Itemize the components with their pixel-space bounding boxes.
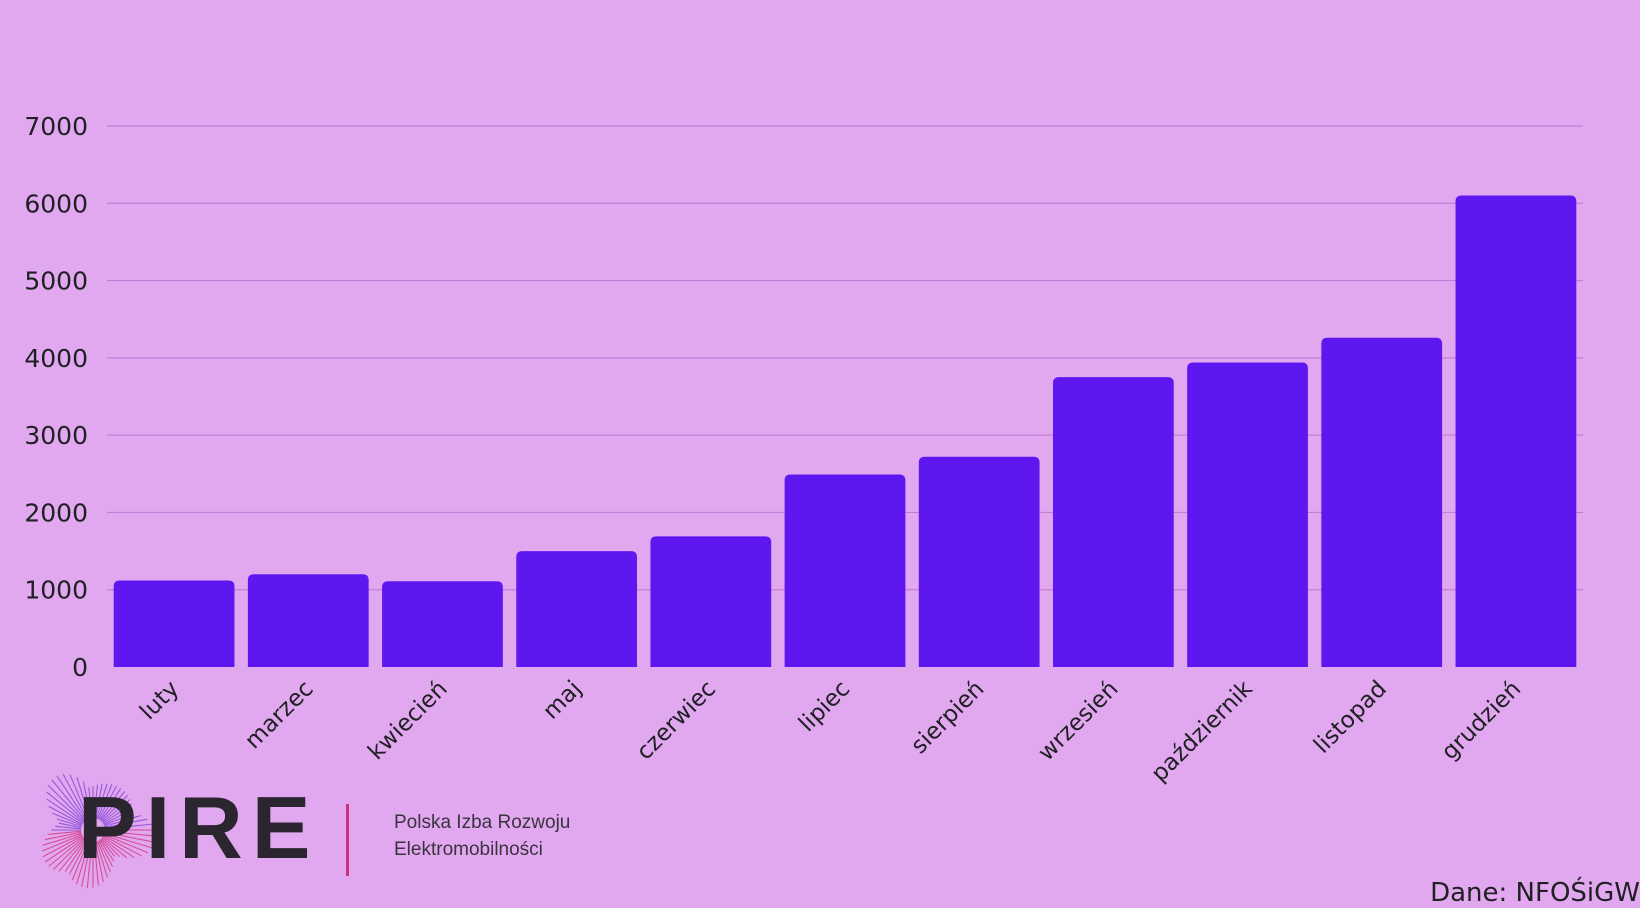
pire-logo: PIRE Polska Izba Rozwoju Elektromobilnoś…	[28, 762, 628, 892]
y-tick-label: 6000	[24, 189, 88, 218]
x-tick-label: czerwiec	[632, 676, 721, 765]
bar-marzec	[247, 574, 369, 667]
logo-divider	[346, 804, 349, 876]
y-tick-label: 7000	[24, 112, 88, 141]
y-tick-label: 1000	[24, 576, 88, 605]
x-tick-label: lipiec	[794, 676, 855, 737]
y-axis-ticks: 0 1000 2000 3000 4000 5000 6000 7000	[24, 112, 88, 682]
bar-wrzesień	[1052, 377, 1174, 667]
x-tick-label: wrzesień	[1033, 676, 1123, 766]
y-tick-label: 0	[72, 653, 88, 682]
x-tick-label: listopad	[1309, 676, 1392, 759]
org-name-line-2: Elektromobilności	[394, 839, 543, 860]
x-tick-label: maj	[538, 676, 587, 725]
radial-burst-logo-icon	[42, 773, 158, 889]
bar-listopad	[1321, 337, 1443, 667]
x-tick-label: sierpień	[906, 676, 989, 759]
y-tick-label: 3000	[24, 421, 88, 450]
y-tick-label: 4000	[24, 344, 88, 373]
bar-luty	[113, 580, 235, 667]
bar-czerwiec	[650, 536, 772, 667]
bars	[113, 195, 1577, 668]
x-tick-label: październik	[1147, 675, 1259, 787]
x-tick-label: marzec	[240, 676, 318, 754]
bar-sierpień	[918, 456, 1040, 667]
bar-październik	[1187, 362, 1308, 667]
y-tick-label: 5000	[24, 267, 88, 296]
x-tick-label: kwiecień	[363, 676, 452, 765]
bar-grudzień	[1455, 195, 1577, 668]
bar-kwiecień	[382, 581, 503, 667]
gridlines	[107, 125, 1583, 591]
bar-maj	[516, 551, 638, 667]
org-name-line-1: Polska Izba Rozwoju	[394, 812, 571, 833]
logo-wordmark: PIRE	[78, 778, 320, 877]
x-tick-label: luty	[135, 676, 184, 725]
bar-lipiec	[784, 474, 906, 667]
data-source: Dane: NFOŚiGW	[1430, 878, 1640, 908]
x-tick-label: grudzień	[1437, 676, 1526, 765]
y-tick-label: 2000	[24, 498, 88, 527]
